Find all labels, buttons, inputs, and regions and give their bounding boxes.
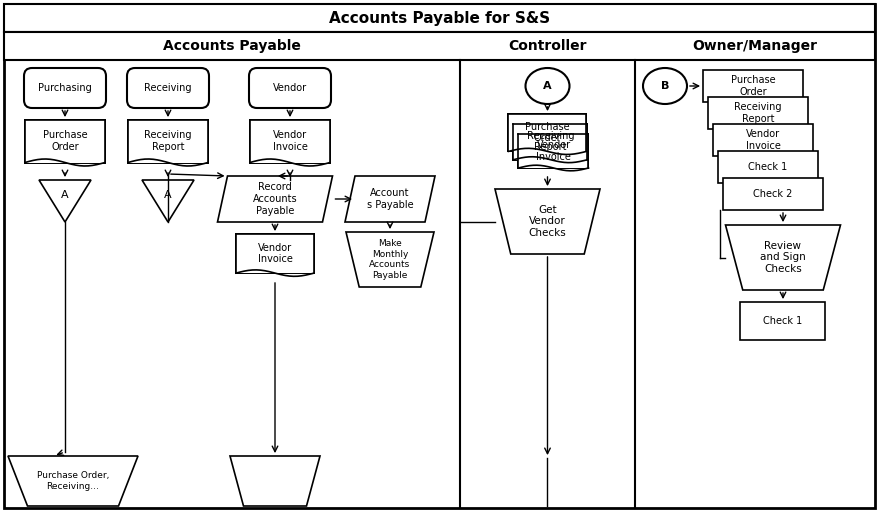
Polygon shape [235, 234, 313, 273]
Text: Vendor
Invoice: Vendor Invoice [257, 243, 292, 264]
Bar [702, 70, 802, 102]
Text: Receiving: Receiving [144, 83, 191, 93]
Text: A: A [61, 190, 68, 200]
Polygon shape [230, 456, 320, 506]
Polygon shape [513, 124, 587, 160]
Bar [235, 234, 313, 273]
Bar [235, 234, 313, 273]
Text: Purchase
Order: Purchase Order [43, 130, 87, 152]
Text: Receiving
Report: Receiving Report [526, 131, 573, 153]
Bar [128, 120, 208, 162]
Polygon shape [142, 180, 194, 222]
Bar [712, 124, 812, 156]
Polygon shape [724, 225, 839, 290]
Bar [4, 4, 874, 32]
Polygon shape [249, 120, 329, 162]
FancyBboxPatch shape [24, 68, 106, 108]
Text: A: A [543, 81, 551, 91]
Ellipse shape [643, 68, 687, 104]
Bar [739, 302, 824, 340]
Bar [507, 114, 586, 152]
Bar [518, 134, 588, 168]
Bar [518, 134, 588, 168]
FancyBboxPatch shape [248, 68, 331, 108]
Text: Make
Monthly
Accounts
Payable: Make Monthly Accounts Payable [369, 240, 410, 280]
Text: Check 1: Check 1 [747, 162, 787, 172]
Text: Check 1: Check 1 [762, 316, 802, 326]
Text: Purchase
Order: Purchase Order [524, 122, 569, 143]
Text: Vendor
Invoice: Vendor Invoice [272, 130, 307, 152]
Bar [513, 124, 587, 160]
Bar [249, 120, 329, 162]
Text: Accounts Payable for S&S: Accounts Payable for S&S [328, 11, 550, 26]
Text: Get
Vendor
Checks: Get Vendor Checks [528, 205, 565, 238]
Text: Receiving
Report: Receiving Report [144, 130, 191, 152]
Polygon shape [8, 456, 138, 506]
Text: Account
s Payable: Account s Payable [366, 188, 413, 210]
Polygon shape [128, 120, 208, 162]
Bar [249, 120, 329, 162]
Bar [128, 120, 208, 162]
Text: Owner/Manager: Owner/Manager [692, 39, 817, 53]
Polygon shape [346, 232, 434, 287]
Bar [717, 151, 817, 183]
Bar [25, 120, 104, 162]
Text: Vendor: Vendor [273, 83, 306, 93]
Text: Purchase
Order: Purchase Order [730, 75, 774, 97]
Polygon shape [494, 189, 600, 254]
Bar [4, 32, 874, 60]
Ellipse shape [525, 68, 569, 104]
Text: Purchasing: Purchasing [38, 83, 92, 93]
Bar [513, 124, 587, 160]
Bar [25, 120, 104, 162]
Polygon shape [518, 134, 588, 168]
Text: Controller: Controller [507, 39, 587, 53]
Text: Record
Accounts
Payable: Record Accounts Payable [252, 182, 297, 216]
Bar [507, 114, 586, 152]
Text: Check 2: Check 2 [752, 189, 792, 199]
Polygon shape [344, 176, 435, 222]
Bar [707, 97, 807, 129]
Text: Purchase Order,
Receiving...: Purchase Order, Receiving... [37, 472, 109, 490]
Polygon shape [39, 180, 91, 222]
Polygon shape [25, 120, 104, 162]
Polygon shape [217, 176, 332, 222]
Text: Review
and Sign
Checks: Review and Sign Checks [759, 241, 805, 274]
Text: A: A [164, 190, 171, 200]
Text: B: B [660, 81, 668, 91]
Text: Vendor
Invoice: Vendor Invoice [745, 129, 780, 151]
Text: Accounts Payable: Accounts Payable [163, 39, 300, 53]
Text: Vendor
Invoice: Vendor Invoice [536, 140, 571, 162]
Text: Receiving
Report: Receiving Report [733, 102, 781, 124]
Bar [723, 178, 822, 210]
Polygon shape [507, 114, 586, 152]
FancyBboxPatch shape [126, 68, 209, 108]
